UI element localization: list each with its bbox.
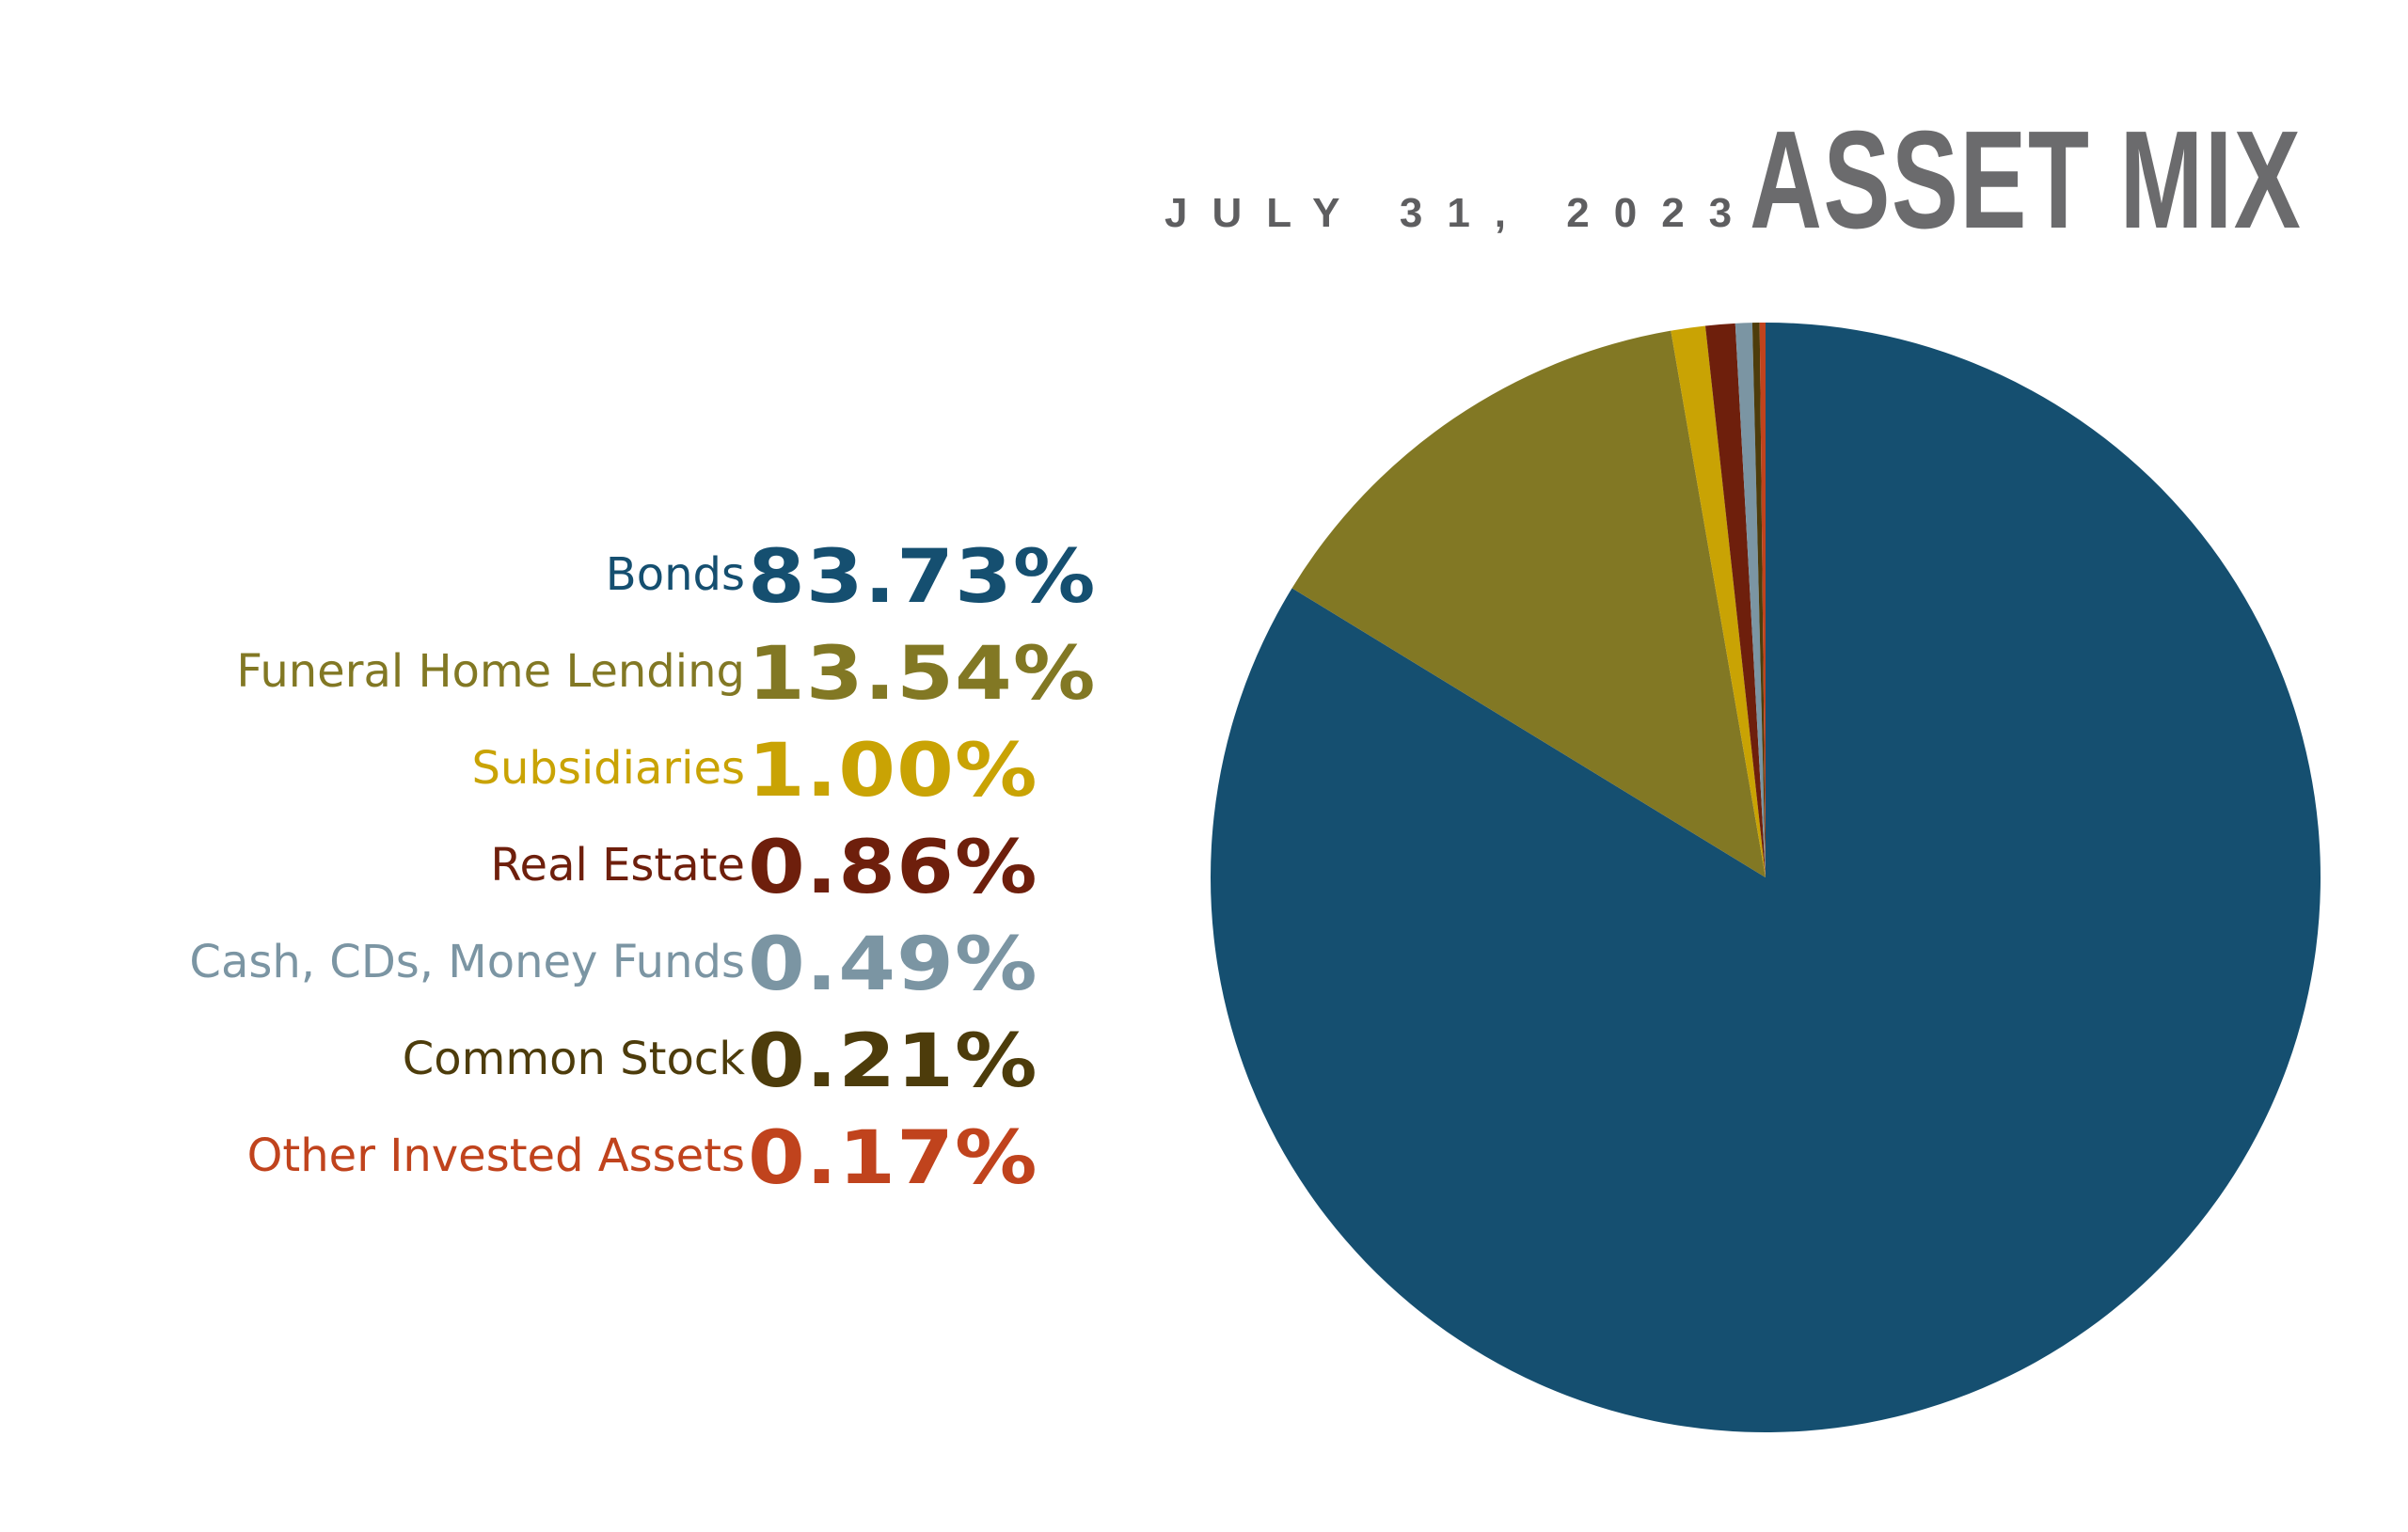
- legend-item-common-stock: Common Stock 0.21%: [56, 1016, 1138, 1113]
- chart-title: ASSET MIX: [1750, 103, 2303, 258]
- legend-label: Real Estate: [490, 839, 745, 892]
- pie-slice-funeral-home-lending: [1291, 330, 1766, 878]
- legend-item-bonds: Bonds 83.73%: [56, 531, 1138, 628]
- pie-slice-cash-cds-money-funds: [1735, 323, 1766, 877]
- pie-slice-subsidiaries: [1671, 325, 1766, 877]
- legend-value: 0.86%: [748, 826, 1038, 910]
- legend-value: 1.00%: [748, 729, 1038, 813]
- legend-label: Subsidiaries: [471, 742, 745, 795]
- pie-slice-common-stock: [1751, 323, 1766, 877]
- legend-item-other-invested-assets: Other Invested Assets 0.17%: [56, 1113, 1138, 1209]
- legend-label: Funeral Home Lending: [236, 645, 745, 698]
- legend-value: 0.49%: [748, 923, 1038, 1007]
- legend: Bonds 83.73% Funeral Home Lending 13.54%…: [56, 531, 1138, 1209]
- legend-label: Bonds: [605, 548, 745, 601]
- legend-value: 0.21%: [748, 1019, 1038, 1104]
- chart-date: JULY 31, 2023: [1164, 190, 1757, 236]
- pie-slice-real-estate: [1704, 323, 1766, 877]
- legend-item-cash: Cash, CDs, Money Funds 0.49%: [56, 919, 1138, 1016]
- legend-value: 13.54%: [748, 632, 1097, 717]
- legend-label: Common Stock: [402, 1033, 745, 1085]
- legend-label: Other Invested Assets: [246, 1129, 745, 1182]
- legend-item-funeral-home-lending: Funeral Home Lending 13.54%: [56, 628, 1138, 725]
- legend-item-subsidiaries: Subsidiaries 1.00%: [56, 725, 1138, 822]
- legend-value: 0.17%: [748, 1116, 1038, 1201]
- legend-label: Cash, CDs, Money Funds: [189, 936, 745, 988]
- legend-value: 83.73%: [748, 535, 1097, 620]
- pie-slice-other-invested-assets: [1759, 323, 1766, 877]
- legend-item-real-estate: Real Estate 0.86%: [56, 822, 1138, 919]
